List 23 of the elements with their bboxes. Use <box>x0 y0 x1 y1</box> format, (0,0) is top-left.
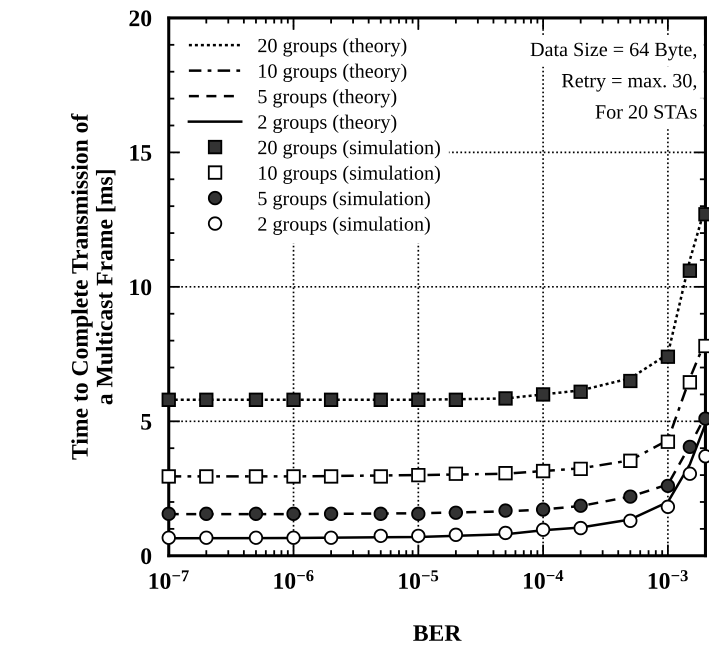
annotation: Retry = max. 30, <box>562 74 696 92</box>
y-tick-label: 20 <box>129 10 152 26</box>
legend-label: 10 groups (simulation) <box>259 166 440 184</box>
legend-label: 10 groups (theory) <box>259 64 406 82</box>
x-tick-label: 10$^{−3}$ <box>648 570 688 589</box>
y-tick-label: 5 <box>141 414 152 430</box>
y-tick-label: 10 <box>130 279 152 296</box>
legend-label: 20 groups (theory) <box>258 38 406 57</box>
annotation: Data Size = 64 Byte, <box>530 42 696 60</box>
y-tick-label: 15 <box>130 144 152 161</box>
x-tick-label: 10$^{−7}$ <box>150 570 189 590</box>
legend-label: 5 groups (theory) <box>258 89 396 108</box>
legend-label: 2 groups (simulation) <box>258 216 430 235</box>
legend-label: 20 groups (simulation) <box>258 140 440 158</box>
x-tick-label: 10$^{−5}$ <box>399 570 438 590</box>
y-axis-title: Time to Complete Transmission of a Multicast Frame [ms] <box>71 113 116 460</box>
legend-label: 2 groups (theory) <box>258 114 396 133</box>
annotation: For 20 STAs <box>596 105 697 119</box>
x-tick-label: 10$^{−4}$ <box>524 570 564 589</box>
legend-label: 5 groups (simulation) <box>258 191 430 210</box>
x-tick-label: 10$^{−6}$ <box>274 570 314 589</box>
x-axis-title: BER <box>413 625 462 641</box>
y-tick-label: 0 <box>141 548 152 564</box>
